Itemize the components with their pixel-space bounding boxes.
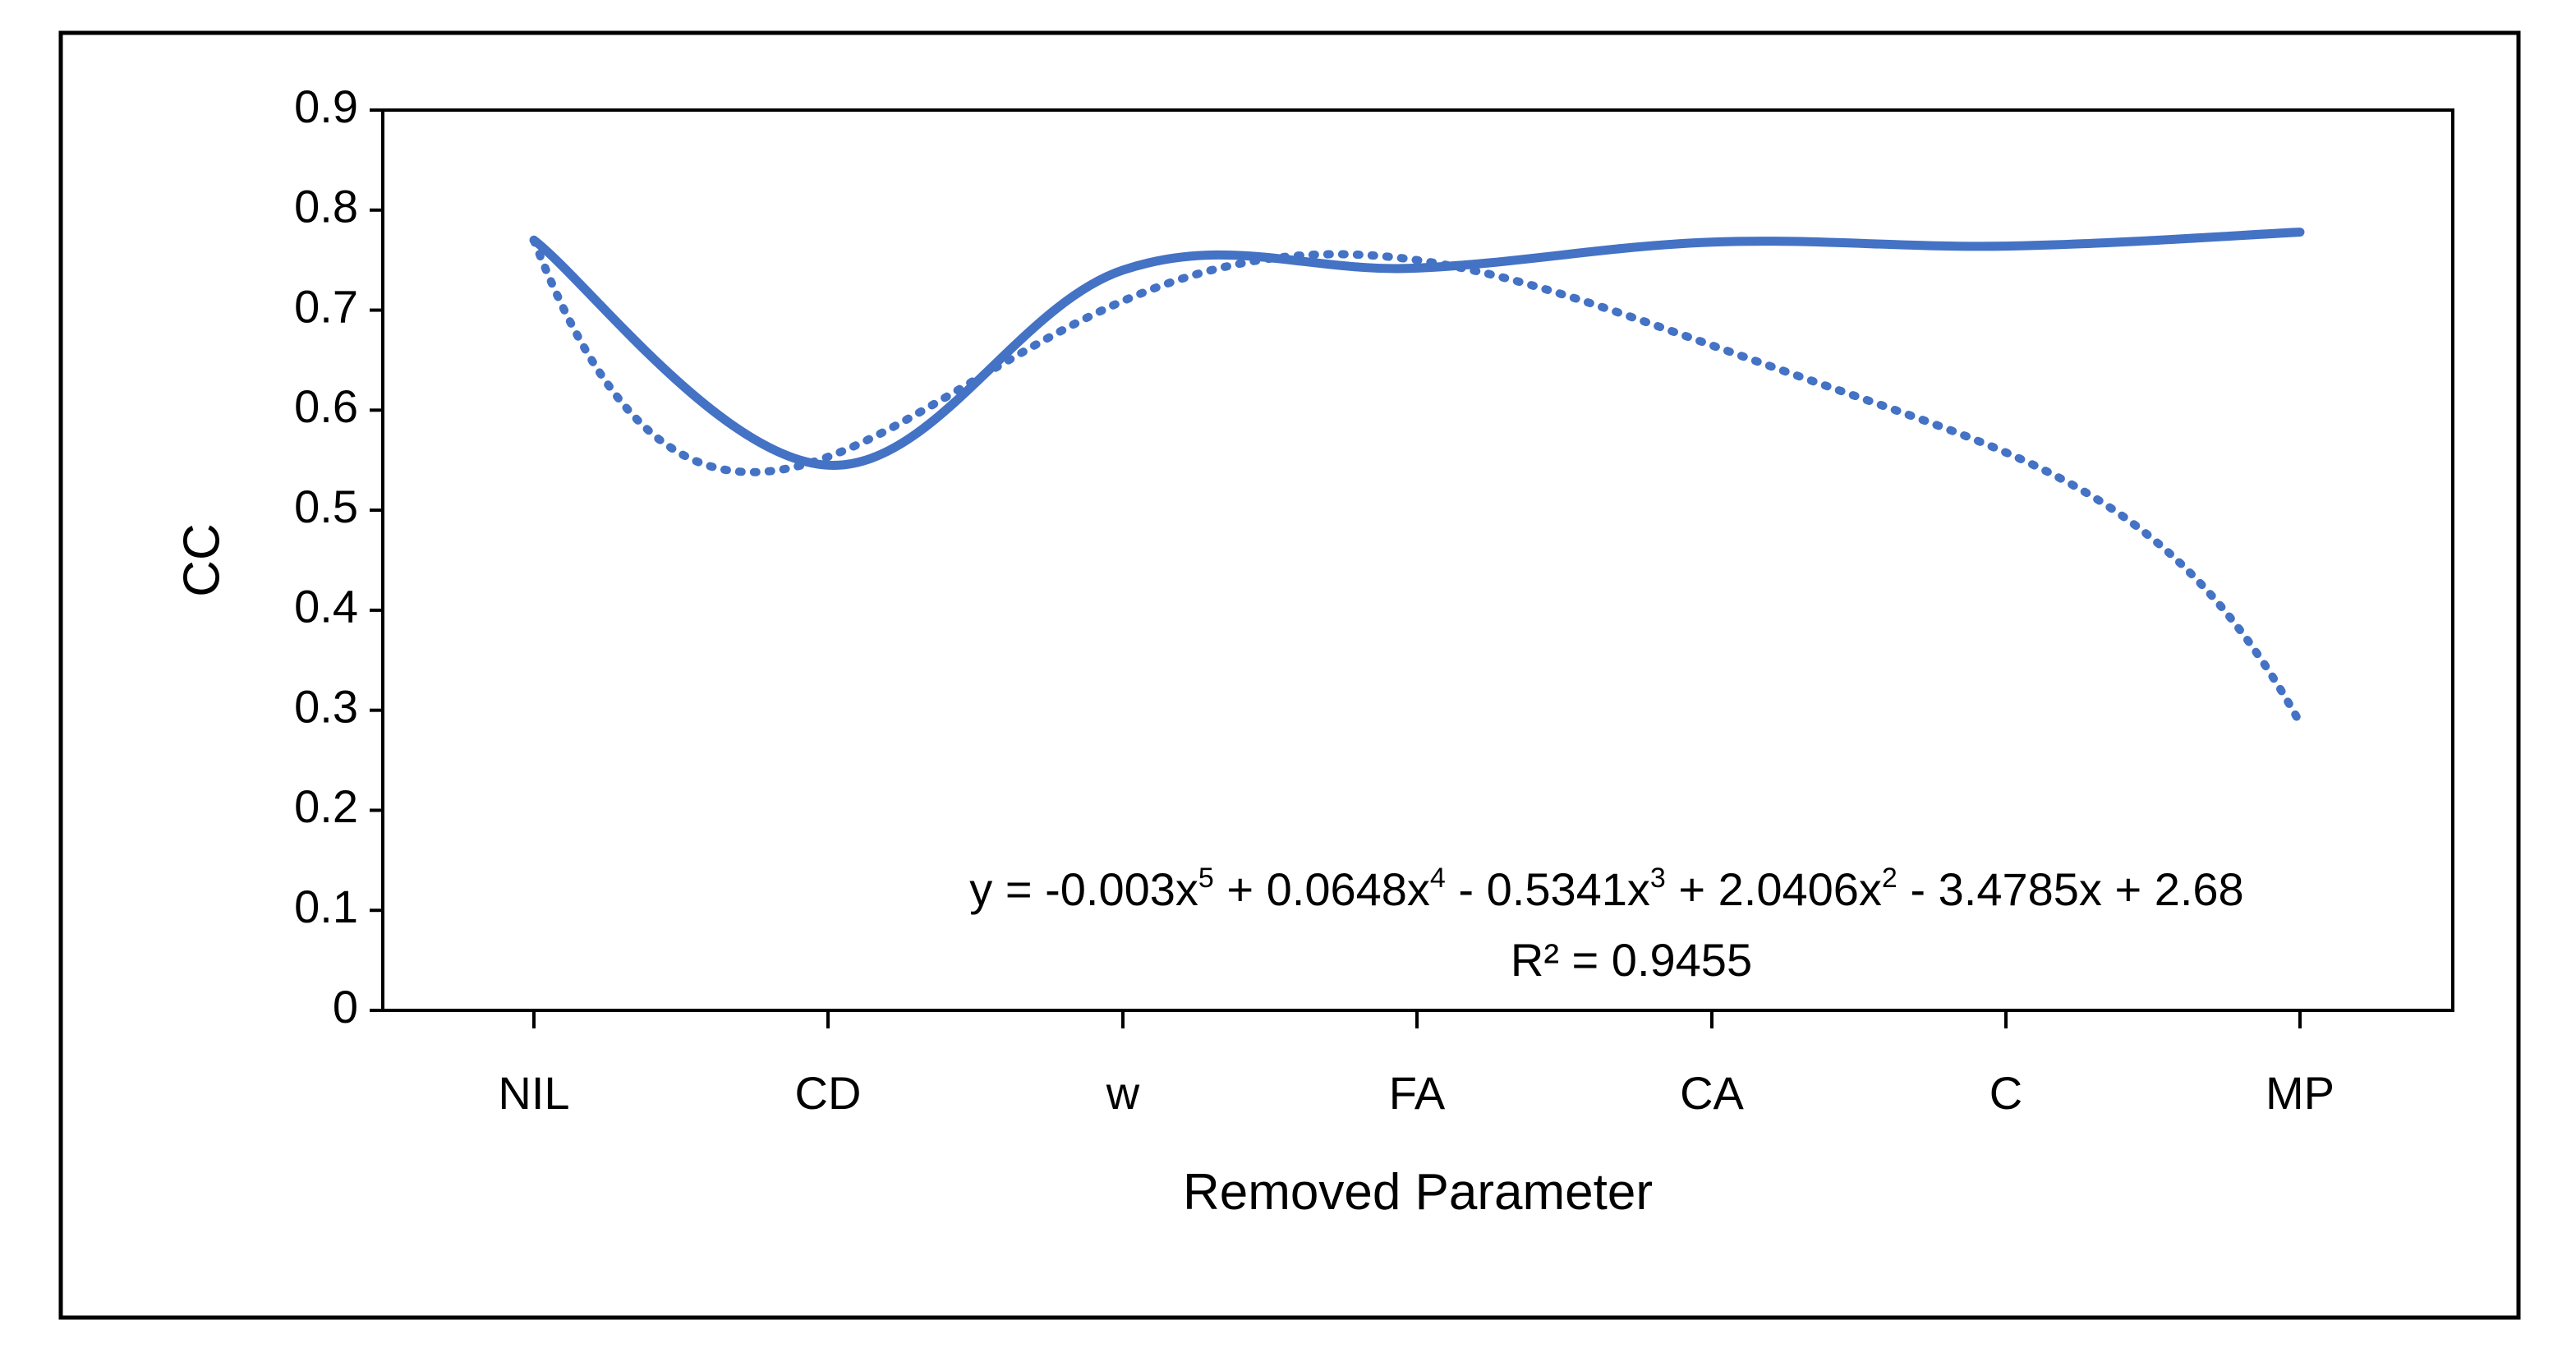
chart-frame — [58, 30, 2521, 1320]
y-tick-label: 0.5 — [294, 481, 358, 532]
x-tick-label: FA — [1389, 1067, 1446, 1119]
y-axis-ticks: 0 0.1 0.2 0.3 0.4 0.5 0.6 0.7 0.8 0.9 — [294, 80, 383, 1033]
y-tick-label: 0.3 — [294, 680, 358, 732]
x-tick-label: w — [1106, 1067, 1140, 1119]
data-point-fa — [1416, 267, 1418, 269]
y-tick-label: 0.9 — [294, 80, 358, 132]
x-tick-label: C — [1990, 1067, 2022, 1119]
y-tick-label: 0 — [333, 981, 358, 1033]
data-points — [533, 232, 2301, 466]
y-tick-label: 0.6 — [294, 380, 358, 432]
x-axis-ticks: NIL CD w FA CA C MP — [498, 1010, 2334, 1119]
polynomial-trendline — [530, 236, 2304, 728]
x-tick-label: MP — [2266, 1067, 2334, 1119]
y-axis-label: CC — [173, 523, 230, 597]
trendline-equation: y = -0.003x5 + 0.0648x4 - 0.5341x3 + 2.0… — [969, 862, 2243, 915]
y-tick-label: 0.4 — [294, 581, 358, 632]
r-squared-label: R² = 0.9455 — [1511, 934, 1752, 986]
data-point-cd — [827, 464, 829, 466]
x-tick-label: NIL — [498, 1067, 569, 1119]
x-axis-label: Removed Parameter — [1183, 1164, 1653, 1221]
x-tick-label: CD — [795, 1067, 862, 1119]
y-tick-label: 0.7 — [294, 280, 358, 332]
x-tick-label: CA — [1680, 1067, 1744, 1119]
data-point-w — [1122, 269, 1124, 271]
data-point-nil — [533, 239, 535, 241]
y-tick-label: 0.1 — [294, 881, 358, 932]
y-tick-label: 0.8 — [294, 181, 358, 232]
y-tick-label: 0.2 — [294, 780, 358, 832]
cc-series-line — [529, 228, 2305, 470]
